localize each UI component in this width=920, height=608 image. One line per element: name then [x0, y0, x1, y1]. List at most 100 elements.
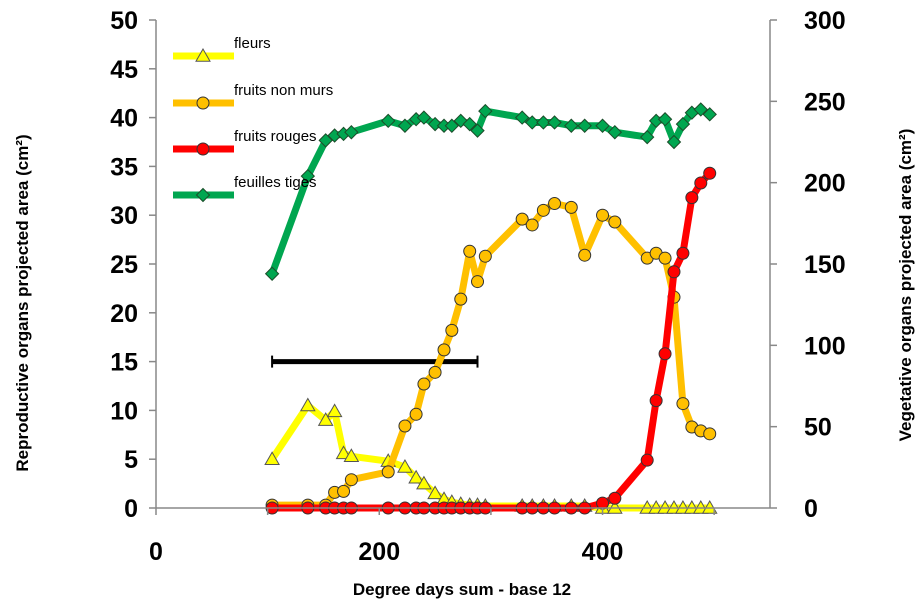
data-point-fruits-non-murs	[608, 215, 622, 229]
data-point-feuilles-tiges	[264, 266, 280, 281]
data-point-feuilles-tiges	[478, 103, 493, 119]
data-point-feuilles-tiges	[693, 102, 708, 117]
data-point-fruits-non-murs	[564, 200, 578, 214]
data-point-feuilles-tiges	[595, 118, 610, 133]
y-left-axis-title: Reproductive organs projected area (cm²)	[13, 134, 32, 471]
y-left-tick-label: 15	[110, 349, 138, 377]
data-point-fruits-non-murs	[437, 343, 451, 357]
data-point-fruits-non-murs	[525, 218, 539, 232]
data-point-feuilles-tiges	[344, 125, 359, 140]
data-point-fruits-non-murs	[463, 244, 477, 258]
axes: 0 5 10 15 20 25 30 35 40 45 50 0 50 100 150 200 250 300 0 2…	[110, 7, 846, 566]
y-right-tick-label: 50	[804, 414, 832, 442]
data-point-fruits-non-murs	[676, 397, 690, 411]
y-right-tick-label: 150	[804, 251, 846, 279]
data-point-feuilles-tiges	[397, 118, 413, 133]
data-point-fruits-non-murs	[417, 377, 431, 391]
data-point-feuilles-tiges	[564, 118, 579, 133]
legend: fleurs fruits non murs fruits rouges feuill…	[173, 35, 333, 203]
legend-item-fruits-rouges: fruits rouges	[173, 128, 317, 156]
y-left-tick-label: 10	[110, 397, 138, 425]
data-point-fleurs	[397, 459, 413, 473]
legend-item-feuilles-tiges: feuilles tiges	[173, 174, 317, 203]
data-point-fruits-non-murs	[515, 212, 529, 226]
data-point-fruits-non-murs	[344, 473, 358, 487]
data-point-fleurs	[326, 403, 343, 418]
data-point-fleurs	[264, 451, 280, 465]
data-point-fleurs	[335, 445, 352, 460]
data-point-feuilles-tiges	[536, 115, 551, 130]
y-right-axis-title: Vegetative organs projected area (cm²)	[896, 129, 915, 442]
x-axis-title: Degree days sum - base 12	[353, 580, 571, 599]
data-point-fleurs	[408, 469, 424, 484]
data-point-fruits-non-murs	[578, 248, 592, 262]
data-point-fruits-non-murs	[409, 407, 423, 421]
data-point-fleurs	[427, 485, 443, 500]
x-tick-label: 200	[358, 538, 400, 566]
data-point-feuilles-tiges	[702, 107, 717, 122]
series-fruits-non-murs	[265, 196, 717, 512]
data-point-fleurs	[343, 448, 360, 463]
y-left-tick-label: 25	[110, 251, 138, 279]
data-point-fleurs	[606, 499, 623, 514]
y-right-tick-label: 300	[804, 7, 846, 35]
data-point-fruits-rouges	[667, 265, 681, 279]
data-point-fruits-non-murs	[337, 484, 351, 498]
x-tick-label: 0	[149, 538, 163, 566]
data-point-fleurs	[317, 412, 334, 426]
y-left-tick-label: 5	[124, 446, 138, 474]
legend-label-fruits-non-murs: fruits non murs	[234, 82, 333, 99]
data-point-fruits-non-murs	[703, 427, 717, 441]
x-tick-label: 400	[582, 538, 624, 566]
y-right-tick-label: 0	[804, 495, 818, 523]
y-right-tick-label: 100	[804, 332, 846, 360]
y-right-tick-label: 200	[804, 170, 846, 198]
data-point-fleurs	[299, 397, 316, 412]
y-left-tick-label: 35	[110, 153, 138, 181]
data-point-feuilles-tiges	[675, 116, 691, 132]
legend-marker-feuilles-tiges	[195, 187, 211, 203]
legend-label-feuilles-tiges: feuilles tiges	[234, 174, 317, 191]
y-left-tick-label: 45	[110, 56, 138, 84]
data-point-fruits-rouges	[703, 166, 717, 180]
data-point-feuilles-tiges	[639, 129, 655, 145]
y-left-tick-label: 40	[110, 105, 138, 133]
series-fruits-rouges	[265, 166, 717, 515]
data-point-feuilles-tiges	[666, 134, 682, 150]
y-left-tick-label: 0	[124, 495, 138, 523]
legend-label-fleurs: fleurs	[234, 35, 271, 52]
data-point-feuilles-tiges	[416, 110, 432, 125]
legend-item-fleurs: fleurs	[173, 35, 271, 62]
data-point-fruits-non-murs	[658, 251, 672, 265]
data-point-fleurs	[416, 475, 432, 490]
data-point-fleurs	[701, 499, 718, 514]
data-point-feuilles-tiges	[525, 115, 540, 130]
y-left-tick-label: 30	[110, 202, 138, 230]
y-left-tick-label: 50	[110, 7, 138, 35]
data-point-feuilles-tiges	[318, 133, 333, 148]
legend-marker-fleurs	[195, 47, 211, 62]
data-point-fruits-non-murs	[445, 323, 459, 337]
data-point-feuilles-tiges	[444, 118, 460, 133]
data-point-fruits-non-murs	[471, 275, 485, 289]
data-point-fruits-non-murs	[548, 196, 562, 210]
y-left-tick-label: 20	[110, 300, 138, 328]
data-point-feuilles-tiges	[577, 118, 592, 133]
plot-area	[264, 102, 718, 515]
data-point-fruits-rouges	[658, 347, 672, 361]
data-point-fruits-non-murs	[428, 365, 442, 379]
data-point-feuilles-tiges	[657, 112, 673, 127]
data-point-fruits-non-murs	[536, 203, 550, 217]
data-point-fruits-non-murs	[454, 292, 468, 306]
data-point-feuilles-tiges	[300, 168, 316, 184]
data-point-feuilles-tiges	[470, 123, 485, 138]
data-point-fruits-rouges	[676, 246, 690, 260]
data-point-feuilles-tiges	[462, 116, 477, 132]
data-point-feuilles-tiges	[427, 116, 443, 132]
series-feuilles-tiges	[264, 102, 717, 281]
data-point-feuilles-tiges	[380, 113, 396, 129]
data-point-fruits-non-murs	[478, 249, 492, 263]
data-point-feuilles-tiges	[547, 115, 562, 130]
legend-item-fruits-non-murs: fruits non murs	[173, 82, 333, 110]
